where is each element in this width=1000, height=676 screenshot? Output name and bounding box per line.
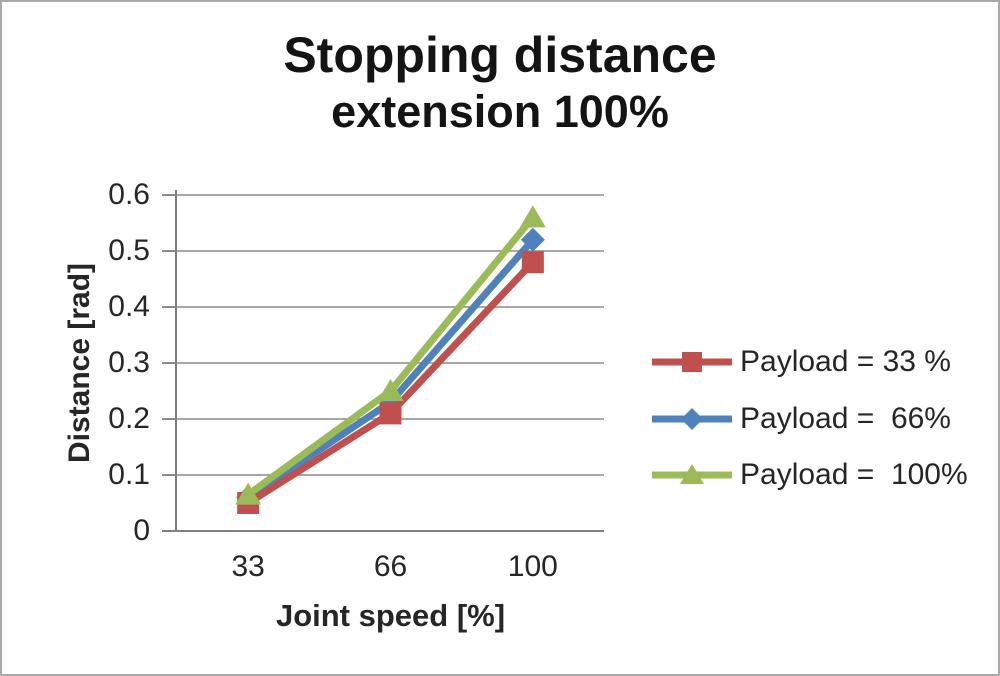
legend-item: Payload = 100%	[652, 458, 968, 492]
y-tick-label: 0.5	[108, 234, 150, 267]
series-marker-triangle	[235, 482, 262, 505]
series-line-diamond	[244, 236, 537, 501]
legend-label: Payload = 33 %	[740, 345, 951, 378]
series-marker-square	[521, 251, 544, 274]
x-tick-label: 100	[507, 550, 558, 583]
y-tick-label: 0.4	[108, 290, 150, 323]
legend-marker-triangle	[680, 464, 704, 484]
diamond-legend-marker-icon	[652, 407, 732, 430]
legend-marker-diamond	[681, 407, 703, 430]
y-tick-label: 0.6	[108, 178, 150, 211]
series-line-triangle	[244, 213, 537, 499]
x-tick-label: 33	[231, 550, 265, 583]
chart-title: Stopping distance extension 100%	[2, 26, 998, 138]
legend-item: Payload = 33 %	[652, 345, 951, 379]
series-marker-square	[379, 402, 402, 425]
triangle-legend-marker-icon	[652, 464, 732, 484]
series-marker-diamond	[520, 227, 545, 252]
y-axis-title: Distance [rad]	[63, 262, 96, 464]
legend-label: Payload = 100%	[740, 458, 968, 491]
x-tick-label: 66	[373, 550, 408, 583]
x-axis-title: Joint speed [%]	[275, 598, 506, 633]
y-tick-label: 0.1	[108, 458, 150, 491]
legend-label: Payload = 66%	[740, 401, 951, 435]
square-legend-marker-icon	[652, 352, 732, 372]
legend-marker-square	[682, 352, 702, 372]
chart-title-line2: extension 100%	[331, 86, 669, 137]
y-tick-label: 0	[133, 514, 150, 547]
chart-title-line1: Stopping distance	[283, 27, 717, 83]
y-tick-label: 0.2	[108, 402, 150, 435]
y-tick-label: 0.3	[108, 346, 150, 379]
series-marker-triangle	[377, 379, 404, 401]
legend-item: Payload = 66%	[652, 402, 951, 436]
series-marker-triangle	[519, 205, 546, 228]
